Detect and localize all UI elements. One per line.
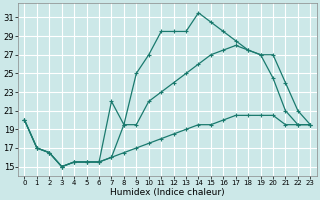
X-axis label: Humidex (Indice chaleur): Humidex (Indice chaleur) (110, 188, 225, 197)
